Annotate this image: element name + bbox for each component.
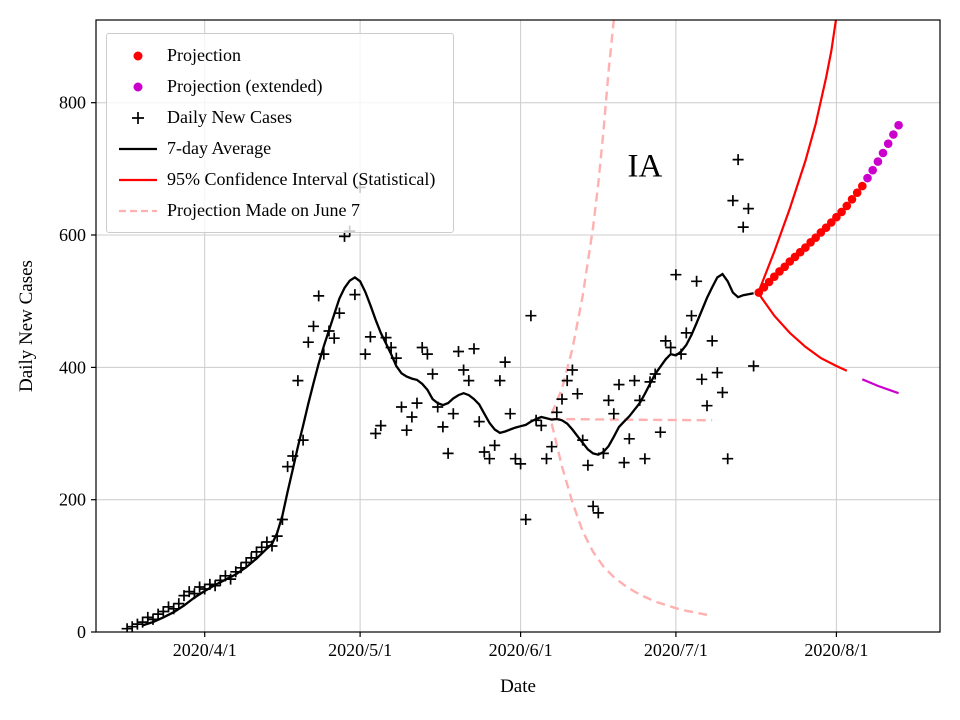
x-tick-label: 2020/5/1 bbox=[328, 640, 392, 660]
legend-label: 95% Confidence Interval (Statistical) bbox=[167, 169, 436, 189]
series-ci-lower-extended bbox=[861, 378, 899, 395]
x-tick-label: 2020/8/1 bbox=[804, 640, 868, 660]
legend-label: Projection (extended) bbox=[167, 76, 323, 96]
legend-item: 7-day Average bbox=[116, 133, 435, 164]
legend-label: Projection bbox=[167, 45, 241, 65]
state-annotation: IA bbox=[627, 149, 662, 185]
series-daily-new-cases bbox=[121, 154, 760, 632]
legend-item: Projection bbox=[116, 40, 435, 71]
plus-marker-icon bbox=[116, 107, 160, 129]
x-tick-label: 2020/6/1 bbox=[489, 640, 553, 660]
legend-item: Projection Made on June 7 bbox=[116, 195, 435, 226]
y-tick-label: 400 bbox=[59, 357, 86, 377]
x-tick-label: 2020/4/1 bbox=[173, 640, 237, 660]
series-projection bbox=[754, 181, 867, 297]
plot-border bbox=[95, 19, 941, 633]
legend: Projection Projection (extended) Daily New… bbox=[106, 33, 455, 233]
legend-label: Daily New Cases bbox=[167, 107, 292, 127]
black-line-icon bbox=[116, 138, 160, 160]
y-tick-label: 200 bbox=[59, 490, 86, 510]
y-tick-label: 800 bbox=[59, 93, 86, 113]
series-june7-projection-upper-ci bbox=[550, 20, 615, 415]
series-projection-extended bbox=[863, 120, 903, 183]
y-tick-label: 600 bbox=[59, 225, 86, 245]
x-tick-label: 2020/7/1 bbox=[644, 640, 708, 660]
series-ci-lower bbox=[757, 293, 848, 372]
series-ci-upper bbox=[757, 20, 838, 292]
series-june7-projection-center bbox=[551, 417, 713, 422]
y-tick-label: 0 bbox=[77, 622, 86, 642]
y-tick-labels: 0 200 400 600 800 bbox=[59, 93, 96, 642]
legend-item: Daily New Cases bbox=[116, 102, 435, 133]
series-seven-day-average bbox=[142, 272, 754, 627]
pink-dashed-line-icon bbox=[116, 200, 160, 222]
red-line-icon bbox=[116, 169, 160, 191]
legend-label: 7-day Average bbox=[167, 138, 272, 158]
magenta-dot-icon bbox=[116, 76, 160, 98]
legend-item: 95% Confidence Interval (Statistical) bbox=[116, 164, 435, 195]
red-dot-icon bbox=[116, 45, 160, 67]
x-axis-label: Date bbox=[500, 676, 536, 697]
x-tick-labels: 2020/4/1 2020/5/1 2020/6/1 2020/7/1 2020/8/1 bbox=[173, 632, 868, 660]
legend-label: Projection Made on June 7 bbox=[167, 200, 360, 220]
y-axis-label: Daily New Cases bbox=[16, 260, 37, 392]
legend-item: Projection (extended) bbox=[116, 71, 435, 102]
series-june7-projection-lower-ci bbox=[550, 423, 708, 616]
